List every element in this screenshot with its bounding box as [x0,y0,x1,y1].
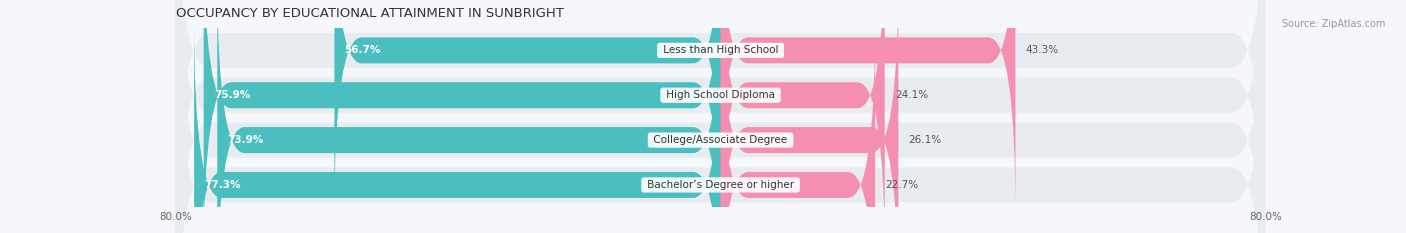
Text: 24.1%: 24.1% [896,90,928,100]
Text: 22.7%: 22.7% [886,180,918,190]
FancyBboxPatch shape [176,0,1265,233]
FancyBboxPatch shape [218,0,721,233]
FancyBboxPatch shape [176,0,1265,233]
Text: College/Associate Degree: College/Associate Degree [651,135,790,145]
FancyBboxPatch shape [176,0,1265,233]
Text: 75.9%: 75.9% [214,90,250,100]
FancyBboxPatch shape [721,0,1015,217]
FancyBboxPatch shape [721,0,898,233]
Text: 73.9%: 73.9% [228,135,264,145]
FancyBboxPatch shape [721,19,875,233]
Text: Bachelor’s Degree or higher: Bachelor’s Degree or higher [644,180,797,190]
Text: Less than High School: Less than High School [659,45,782,55]
Text: 77.3%: 77.3% [204,180,240,190]
FancyBboxPatch shape [721,0,884,233]
FancyBboxPatch shape [335,0,721,217]
Text: 43.3%: 43.3% [1026,45,1059,55]
FancyBboxPatch shape [194,19,721,233]
Text: 56.7%: 56.7% [344,45,381,55]
Text: High School Diploma: High School Diploma [664,90,778,100]
Text: Source: ZipAtlas.com: Source: ZipAtlas.com [1281,19,1385,29]
FancyBboxPatch shape [204,0,721,233]
FancyBboxPatch shape [176,0,1265,233]
Text: 26.1%: 26.1% [908,135,942,145]
Text: OCCUPANCY BY EDUCATIONAL ATTAINMENT IN SUNBRIGHT: OCCUPANCY BY EDUCATIONAL ATTAINMENT IN S… [176,7,564,20]
